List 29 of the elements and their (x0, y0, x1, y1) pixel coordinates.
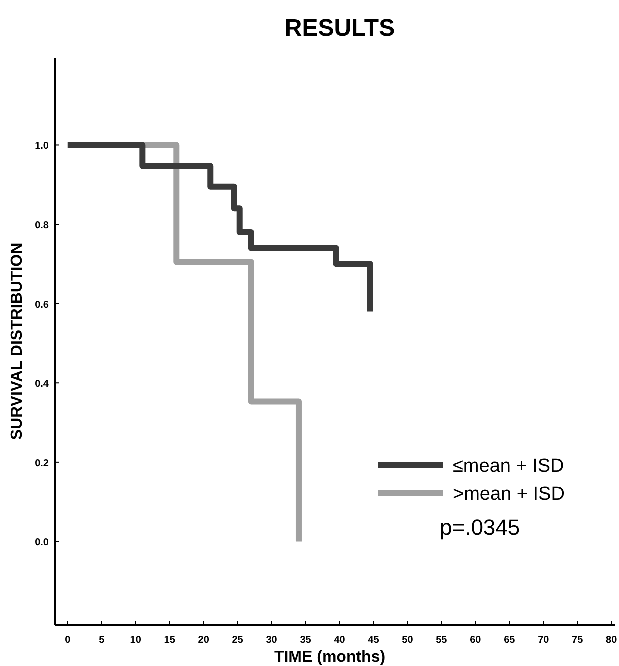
x-tick-label: 45 (368, 635, 380, 646)
y-axis-title: SURVIVAL DISTRIBUTION (9, 242, 26, 440)
x-tick-label: 10 (130, 635, 142, 646)
y-tick-label: 1.0 (35, 141, 50, 152)
annotation: p=.0345 (440, 515, 520, 540)
x-tick-label: 30 (266, 635, 278, 646)
x-tick-label: 60 (470, 635, 482, 646)
x-tick-label: 65 (504, 635, 516, 646)
x-tick-label: 70 (538, 635, 550, 646)
x-tick-label: 5 (99, 635, 106, 646)
x-tick-label: 20 (198, 635, 210, 646)
y-tick-label: 0.2 (35, 458, 50, 470)
legend-label: ≤mean + ISD (453, 456, 564, 477)
y-tick-label: 0.4 (35, 379, 50, 390)
x-tick-label: 35 (300, 635, 312, 646)
y-tick-label: 0.8 (35, 220, 50, 232)
x-tick-label: 15 (164, 635, 176, 646)
x-tick-label: 50 (402, 635, 414, 646)
chart-title: RESULTS (284, 15, 396, 42)
x-tick-label: 0 (65, 635, 72, 646)
y-tick-label: 0.6 (35, 300, 50, 311)
x-tick-label: 25 (232, 635, 244, 646)
y-tick-label: 0.0 (35, 538, 50, 549)
x-tick-label: 75 (572, 635, 584, 646)
x-axis-title: TIME (months) (274, 649, 386, 666)
x-tick-label: 80 (606, 635, 618, 646)
x-tick-label: 40 (334, 635, 346, 646)
x-tick-label: 55 (436, 635, 448, 646)
legend-label: >mean + ISD (453, 484, 565, 505)
